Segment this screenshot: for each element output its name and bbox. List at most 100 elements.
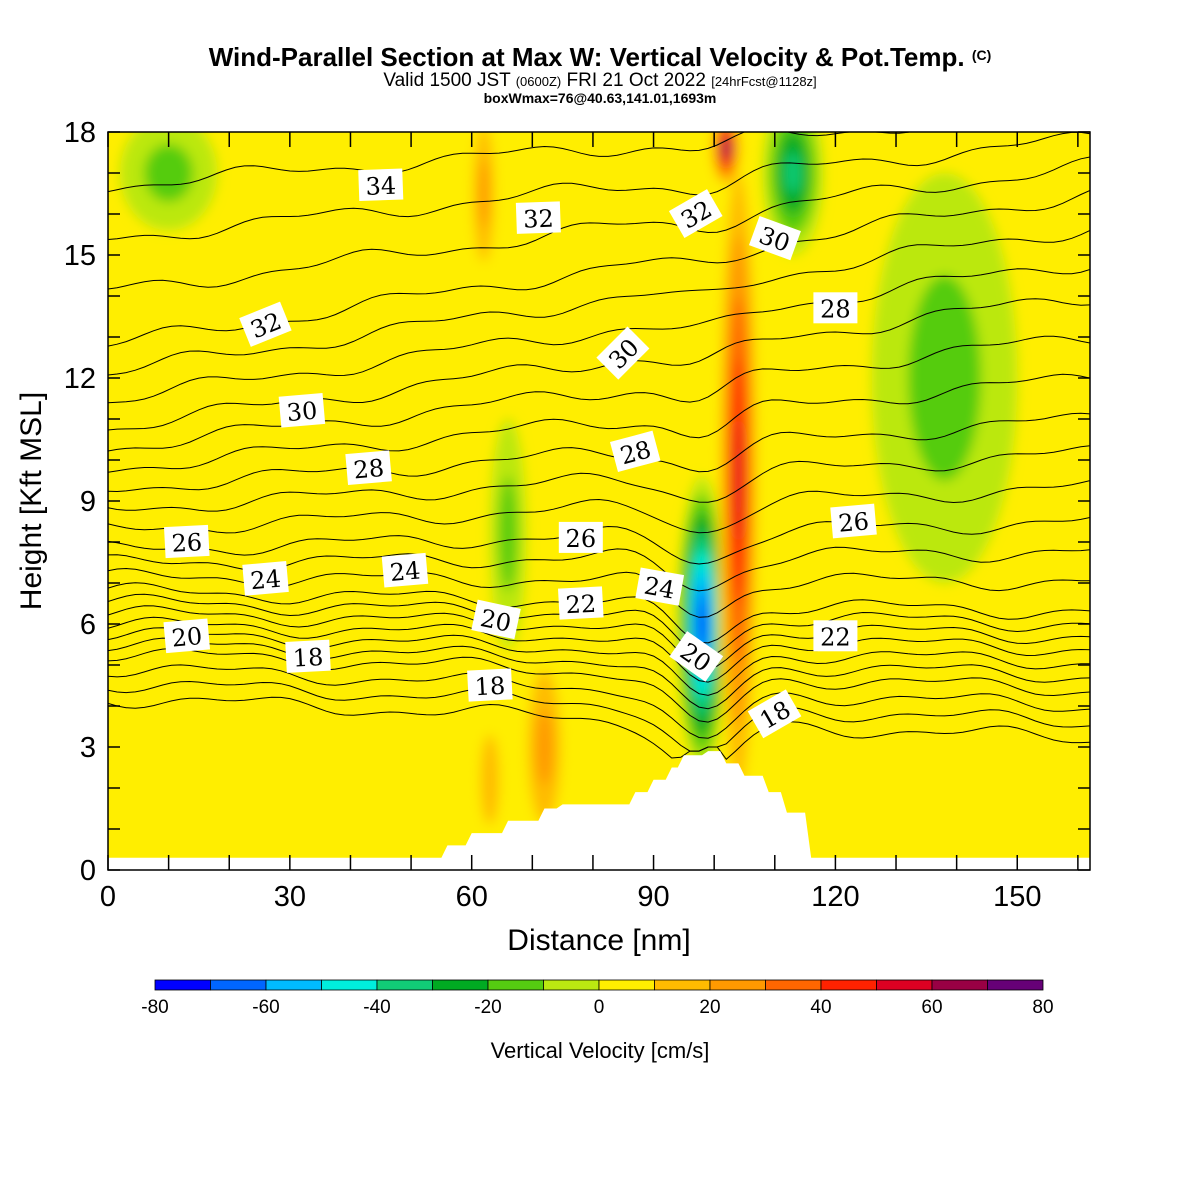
- contour-label-text: 28: [820, 295, 851, 323]
- contour-label-box: [635, 567, 685, 606]
- theta-contour-34: [108, 132, 912, 193]
- contour-label-box: [278, 392, 326, 428]
- vv-feature-8: [144, 144, 193, 202]
- contour-label-26: 26: [558, 521, 603, 553]
- contour-label-text: 20: [478, 604, 514, 638]
- contour-label-box: [813, 620, 858, 652]
- color-swatch: [765, 979, 822, 991]
- contour-label-24: 24: [381, 552, 429, 588]
- contour-label-box: [609, 430, 661, 472]
- theta-contour-minor: [108, 335, 1090, 452]
- contour-label-box: [358, 168, 404, 202]
- contour-label-box: [345, 450, 392, 486]
- contour-label-22: 22: [558, 586, 604, 620]
- vv-feature-6: [480, 734, 499, 825]
- color-swatch: [265, 979, 322, 991]
- theta-contour-28: [108, 412, 1090, 493]
- contour-label-box: [515, 201, 561, 234]
- vv-feature-2: [724, 143, 729, 154]
- contour-label-box: [467, 668, 513, 702]
- contour-label-box: [239, 301, 292, 347]
- color-scale-tick-label: 60: [921, 997, 942, 1018]
- x-tick-label: 150: [993, 881, 1041, 913]
- color-scale-label: Vertical Velocity [cm/s]: [491, 1038, 710, 1063]
- contour-label-text: 18: [292, 643, 324, 673]
- color-swatch: [654, 979, 711, 991]
- x-axis: 0 30 60 90 120 150: [100, 132, 1079, 913]
- contour-label-28: 28: [345, 450, 392, 486]
- contour-label-box: [558, 586, 604, 620]
- color-swatch: [543, 979, 600, 991]
- contour-label-box: [669, 631, 724, 682]
- theta-contour-minor: [108, 680, 1090, 752]
- contour-label-32: 32: [668, 189, 723, 238]
- color-swatch: [432, 979, 489, 991]
- contour-label-text: 24: [249, 565, 282, 596]
- contour-label-box: [748, 216, 801, 261]
- vv-feature-3: [785, 152, 801, 194]
- contour-label-box: [163, 618, 211, 654]
- color-scale-tick-label: 40: [810, 997, 831, 1018]
- contour-label-text: 26: [171, 528, 203, 558]
- color-swatch: [876, 979, 933, 991]
- theta-contour-minor: [108, 373, 1090, 473]
- color-swatch: [376, 979, 433, 991]
- x-axis-label: Distance [nm]: [507, 924, 690, 957]
- vv-feature-5: [536, 708, 553, 786]
- contour-label-20: 20: [471, 599, 521, 640]
- color-scale-tick-label: 20: [699, 997, 720, 1018]
- contour-label-box: [747, 689, 802, 739]
- contour-label-18: 18: [285, 639, 331, 673]
- contour-label-text: 30: [286, 397, 319, 428]
- contour-label-20: 20: [163, 618, 211, 654]
- valid-time-zulu: (0600Z): [515, 74, 562, 89]
- contour-label-text: 20: [170, 622, 203, 653]
- theta-contour-minor: [108, 637, 1090, 710]
- x-tick-label: 120: [811, 881, 859, 913]
- contour-label-24: 24: [242, 561, 289, 596]
- theta-contour-20: [108, 647, 1090, 723]
- contour-label-box: [668, 189, 723, 238]
- contour-label-text: 28: [352, 454, 385, 485]
- contour-label-box: [285, 639, 331, 673]
- contour-label-box: [242, 561, 289, 596]
- vv-feature-1: [734, 419, 742, 542]
- theta-contour-minor: [108, 132, 1090, 240]
- color-swatch: [931, 979, 988, 991]
- contour-label-28: 28: [813, 292, 858, 324]
- contour-label-box: [471, 599, 521, 640]
- theta-contour-minor: [108, 664, 1090, 739]
- contour-label-24: 24: [635, 567, 685, 606]
- contour-label-26: 26: [163, 524, 210, 559]
- theta-contour-18: [108, 696, 1090, 761]
- contour-label-text: 26: [566, 525, 597, 553]
- contour-label-box: [381, 552, 429, 588]
- valid-time-prefix: Valid 1500 JST: [383, 70, 511, 91]
- theta-contour-minor: [108, 445, 1090, 512]
- chart-title-text: Wind-Parallel Section at Max W: Vertical…: [208, 42, 965, 72]
- color-swatch: [987, 979, 1044, 991]
- color-scale-tick-label: -40: [363, 997, 390, 1018]
- contour-label-box: [813, 292, 858, 324]
- vv-feature-9: [478, 159, 489, 228]
- field-features: [120, 132, 1018, 870]
- x-tick-label: 0: [100, 881, 116, 913]
- contour-label-box: [163, 524, 210, 559]
- vv-feature-0: [699, 605, 706, 643]
- y-tick-label: 0: [80, 855, 96, 887]
- y-tick-label: 3: [80, 732, 96, 764]
- vertical-velocity-field: [108, 132, 1090, 870]
- theta-contour-minor: [108, 230, 1090, 376]
- theta-contour-minor: [108, 480, 1090, 534]
- color-swatch: [154, 979, 211, 991]
- copyright-mark: (C): [971, 47, 992, 63]
- color-swatch: [321, 979, 378, 991]
- x-tick-label: 30: [274, 881, 306, 913]
- chart-valid-time: Valid 1500 JST (0600Z) FRI 21 Oct 2022 […: [0, 70, 1200, 91]
- contour-label-30: 30: [278, 392, 326, 428]
- contour-label-28: 28: [609, 430, 661, 472]
- contour-label-text: 18: [474, 672, 506, 702]
- potential-temperature-contours: [108, 132, 1090, 761]
